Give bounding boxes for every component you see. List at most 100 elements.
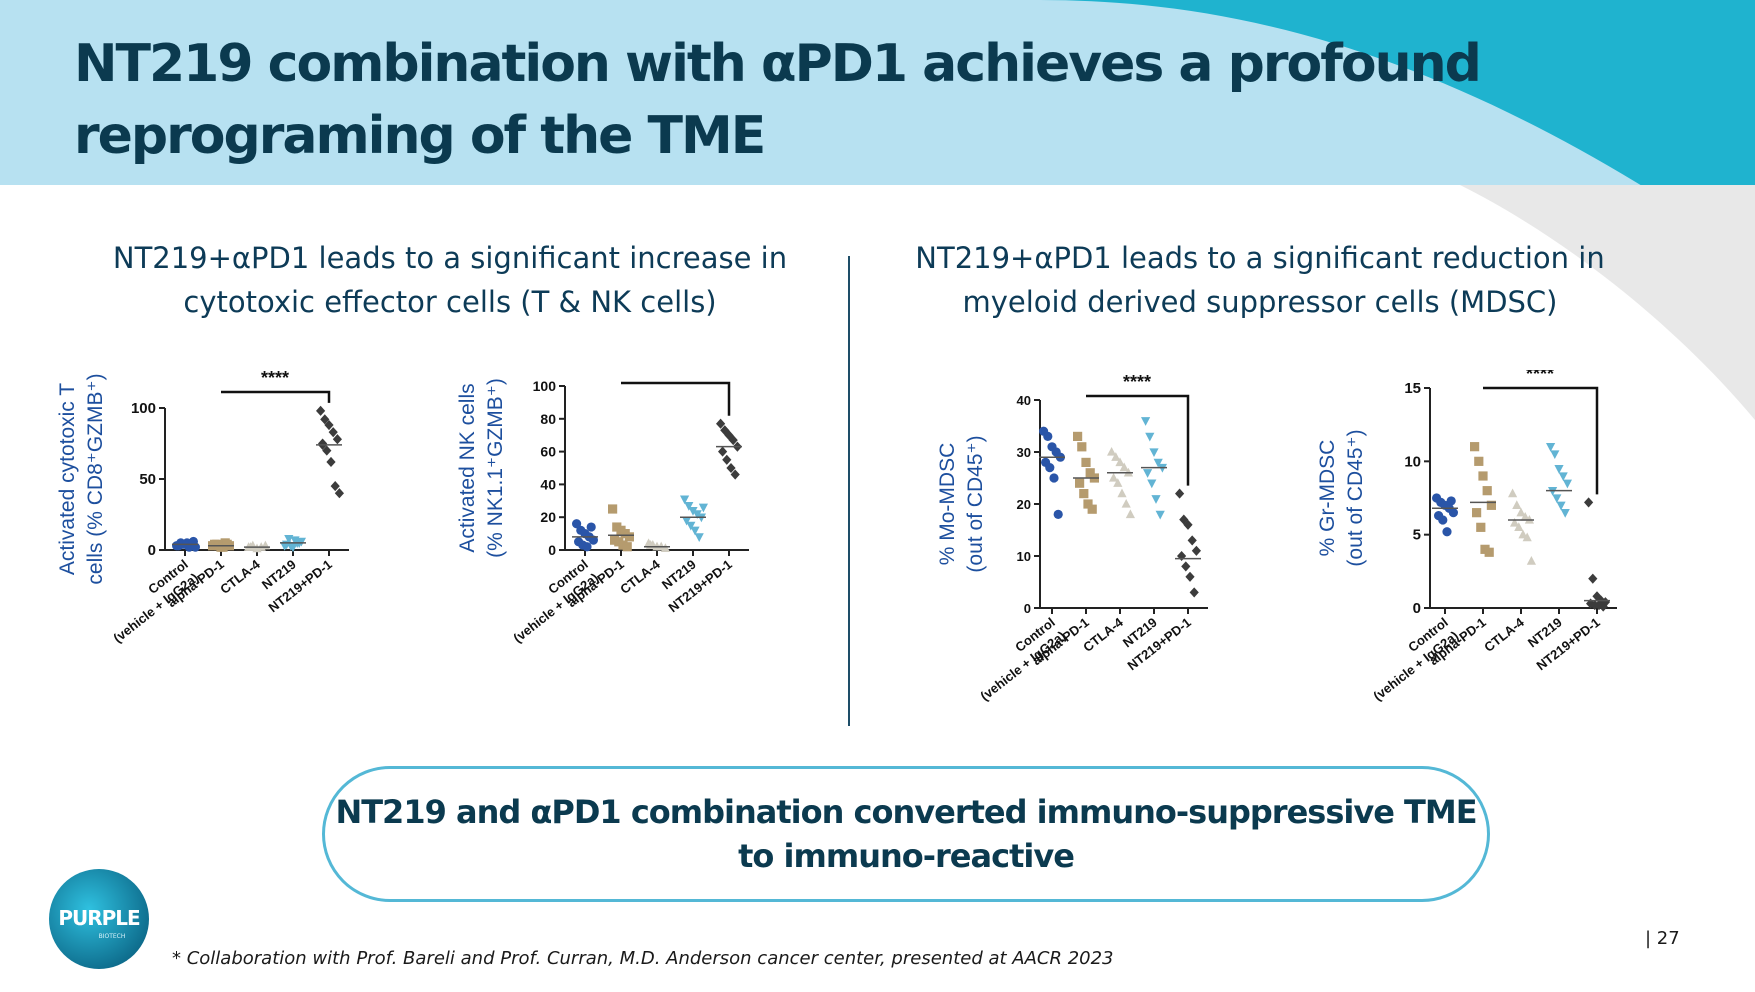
data-point (1526, 556, 1536, 565)
data-point (332, 434, 342, 445)
data-point (1153, 458, 1163, 468)
data-point (1448, 508, 1458, 518)
x-tick-label: CTLA-4 (1481, 614, 1527, 655)
data-point (1143, 469, 1153, 478)
y-axis-label-line: Activated NK cells (456, 383, 479, 552)
conclusion-box: NT219 and αPD1 combination converted imm… (322, 766, 1490, 902)
data-point (1125, 509, 1135, 519)
data-point (1151, 495, 1161, 504)
data-point (1191, 545, 1201, 556)
y-axis-label: Activated NK cells (% NK1.1⁺GZMB⁺) (456, 378, 507, 558)
y-tick-label: 0 (548, 542, 556, 558)
data-point (1075, 478, 1085, 488)
y-axis-label: % Gr-MDSC (out of CD45⁺) (1316, 429, 1367, 566)
data-point (1476, 522, 1486, 532)
y-tick-label: 10 (1017, 549, 1031, 564)
data-point (694, 533, 704, 542)
data-point (716, 418, 726, 429)
data-point (1508, 488, 1518, 498)
conclusion-line-2: to immuno-reactive (738, 837, 1075, 875)
data-point (722, 454, 732, 465)
x-tick-label-group: Control(vehicle + IgG2a) (110, 557, 201, 646)
data-point (1558, 472, 1568, 482)
data-point (1516, 507, 1526, 517)
data-point (1073, 431, 1083, 441)
data-point (1087, 504, 1097, 514)
data-point (316, 405, 326, 416)
logo-wordmark: PURPLE (58, 906, 140, 930)
x-tick-label-group: Control(vehicle + IgG2a) (510, 557, 601, 646)
right-heading-line-2: myeloid derived suppressor cells (MDSC) (962, 285, 1558, 319)
y-axis-label-line: (out of CD45⁺) (1344, 429, 1367, 566)
data-point (1043, 431, 1053, 441)
data-point (1147, 479, 1157, 489)
data-point (322, 445, 332, 456)
data-point (718, 446, 728, 457)
data-point (1472, 508, 1482, 518)
data-point (324, 419, 334, 431)
data-point (1438, 515, 1448, 525)
x-tick-label: CTLA-4 (617, 556, 663, 597)
significance-label: **** (261, 370, 289, 388)
data-point (1512, 500, 1522, 510)
x-tick-label-group: CTLA-4 (1481, 614, 1527, 655)
y-tick-label: 0 (148, 542, 156, 559)
data-point (1470, 442, 1480, 452)
significance-label: **** (1526, 370, 1554, 384)
x-tick-label-group: Control(vehicle + IgG2a) (977, 615, 1068, 704)
corner-shade (1460, 185, 1755, 420)
data-point (720, 425, 730, 436)
data-point (680, 495, 690, 505)
data-point (1584, 497, 1594, 508)
data-point (726, 462, 736, 474)
conclusion-line-1: NT219 and αPD1 combination converted imm… (335, 793, 1477, 831)
y-axis-label: % Mo-MDSC (out of CD45⁺) (936, 435, 987, 572)
data-point (1560, 508, 1570, 518)
data-point (1141, 417, 1151, 426)
data-point (1149, 448, 1159, 458)
y-axis-label-line: Activated cytotoxic T (56, 383, 79, 575)
left-heading-line-1: NT219+αPD1 leads to a significant increa… (112, 241, 788, 275)
data-point (572, 519, 582, 529)
data-point (1085, 468, 1095, 478)
data-point (1181, 561, 1191, 572)
data-point (1546, 442, 1556, 452)
data-point (582, 542, 592, 552)
y-axis-label-line: % Gr-MDSC (1316, 440, 1339, 557)
data-point (1079, 489, 1089, 499)
data-point (686, 521, 696, 531)
data-point (320, 414, 330, 425)
title-line-2: reprograming of the TME (74, 106, 766, 166)
data-point (1554, 464, 1564, 474)
data-point (1478, 471, 1488, 481)
data-point (690, 526, 700, 536)
logo-subtext: BIOTECH (99, 933, 126, 940)
data-point (1189, 587, 1199, 598)
data-point (728, 435, 738, 446)
data-point (1155, 510, 1165, 520)
data-point (326, 456, 336, 468)
section-divider (848, 256, 850, 726)
data-point (1077, 442, 1087, 452)
y-tick-label: 0 (1413, 600, 1421, 617)
data-point (1446, 496, 1456, 506)
data-point (330, 481, 340, 492)
x-tick-label: CTLA-4 (217, 556, 263, 597)
data-point (1598, 601, 1608, 612)
data-point (1081, 457, 1091, 467)
data-point (1588, 573, 1598, 584)
data-point (1175, 488, 1185, 499)
data-point (1145, 432, 1155, 442)
y-tick-label: 5 (1413, 527, 1421, 544)
data-point (1510, 517, 1520, 527)
data-point (692, 510, 702, 519)
page-number: | 27 (1645, 928, 1680, 949)
y-axis-label-line: (out of CD45⁺) (964, 435, 987, 572)
right-heading-line-1: NT219+αPD1 leads to a significant reduct… (915, 241, 1605, 275)
y-tick-label: 10 (1404, 453, 1421, 470)
data-point (608, 504, 618, 514)
